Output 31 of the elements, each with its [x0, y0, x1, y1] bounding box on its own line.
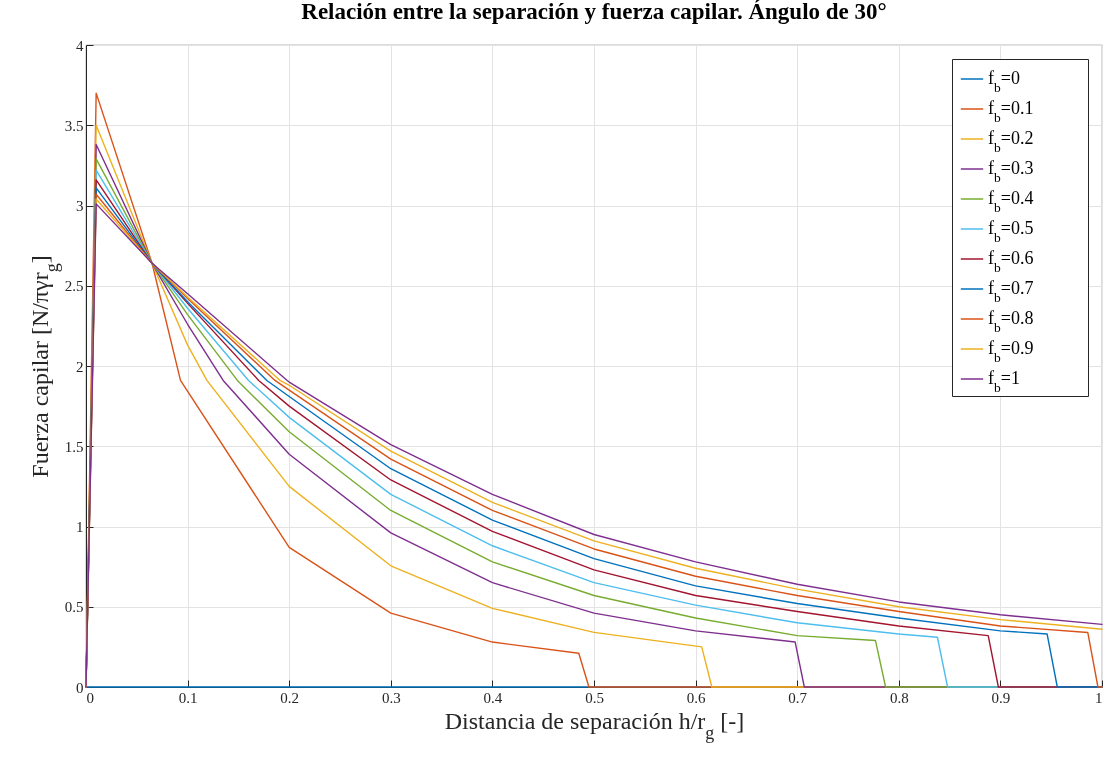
legend-label: f$_{b}$=0.3 — [988, 158, 1034, 185]
legend-label: f$_{b}$=0.7 — [988, 278, 1034, 305]
x-tick-label: 0.4 — [483, 689, 503, 706]
x-tick-label: 0.1 — [178, 689, 198, 706]
y-tick-label: 3.5 — [64, 117, 84, 134]
legend-label: f$_{b}$=0.9 — [988, 338, 1034, 365]
legend-label: f$_{b}$=0.6 — [988, 248, 1034, 275]
x-tick-label: 0.5 — [585, 689, 604, 706]
legend-label: f$_{b}$=0.1 — [988, 98, 1034, 125]
legend-label: f$_{b}$=0.5 — [988, 218, 1034, 245]
x-tick-label: 0.3 — [381, 689, 401, 706]
y-tick-label: 2.5 — [64, 278, 84, 295]
y-tick-label: 1.5 — [64, 438, 84, 455]
x-tick-label: 0.9 — [991, 689, 1011, 706]
legend-label: f$_{b}$=0 — [988, 68, 1020, 95]
legend-label: f$_{b}$=0.8 — [988, 308, 1034, 335]
y-tick-label: 4 — [76, 37, 84, 54]
x-axis-title: Distancia de separación h/r$_{g}$ [-] — [444, 707, 745, 743]
y-tick-label: 1 — [76, 519, 84, 535]
x-tick-label: 0.8 — [889, 689, 909, 706]
legend-label: f$_{b}$=1 — [988, 368, 1020, 395]
y-tick-label: 0.5 — [64, 599, 84, 616]
y-tick-label: 3 — [76, 198, 84, 214]
legend-label: f$_{b}$=0.2 — [988, 128, 1034, 155]
x-tick-label: 0.2 — [280, 689, 300, 706]
chart-title: Relación entre la separación y fuerza capilar. Ángulo de 30° — [301, 0, 887, 24]
y-tick-label: 2 — [76, 358, 84, 375]
x-tick-label: 1 — [1095, 689, 1103, 706]
x-tick-label: 0.7 — [788, 689, 808, 706]
x-tick-label: 0.6 — [686, 689, 706, 706]
legend-label: f$_{b}$=0.4 — [988, 188, 1034, 215]
